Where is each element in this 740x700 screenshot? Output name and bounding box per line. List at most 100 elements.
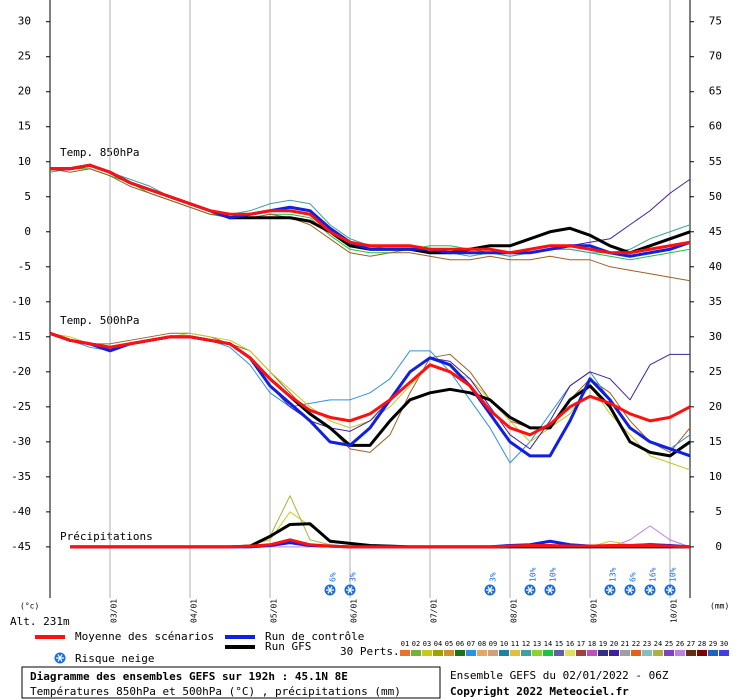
member-label: 19: [599, 640, 607, 648]
snow-risk-label: 16%: [649, 567, 658, 582]
member-swatch: [411, 650, 421, 656]
member-swatch: [488, 650, 498, 656]
x-tick-label: 07/01: [430, 599, 439, 623]
member-label: 12: [522, 640, 530, 648]
legend-label: Run GFS: [265, 640, 311, 653]
snow-risk-label: 10%: [669, 567, 678, 582]
snow-icon-stroke: [527, 586, 533, 594]
x-tick-label: 10/01: [670, 599, 679, 623]
member-label: 23: [643, 640, 651, 648]
y-tick-label: 5: [24, 190, 31, 203]
snow-icon: [604, 584, 616, 596]
member-swatch: [543, 650, 553, 656]
y-axis-label: (°c): [20, 602, 39, 611]
member-swatch: [455, 650, 465, 656]
member-label: 18: [588, 640, 596, 648]
legend-label: Run de contrôle: [265, 630, 364, 643]
y2-tick-label: 45: [709, 225, 722, 238]
y2-tick-label: 5: [715, 505, 722, 518]
member-label: 24: [654, 640, 662, 648]
y-tick-label: 10: [18, 155, 31, 168]
y2-tick-label: 75: [709, 15, 722, 28]
member-swatch: [642, 650, 652, 656]
member-label: 17: [577, 640, 585, 648]
snow-icon-stroke: [57, 654, 63, 662]
member-label: 22: [632, 640, 640, 648]
member-swatch: [686, 650, 696, 656]
member-label: 29: [709, 640, 717, 648]
panel-label: Temp. 850hPa: [60, 146, 139, 159]
x-tick-label: 06/01: [350, 599, 359, 623]
y2-tick-label: 0: [715, 540, 722, 553]
y2-tick-label: 25: [709, 365, 722, 378]
member-label: 30: [720, 640, 728, 648]
snow-risk-label: 10%: [529, 567, 538, 582]
member-swatch: [675, 650, 685, 656]
member-label: 02: [412, 640, 420, 648]
legend-label: Moyenne des scénarios: [75, 630, 214, 643]
y-tick-label: -30: [11, 435, 31, 448]
panel-label: Temp. 500hPa: [60, 314, 139, 327]
member-swatch: [499, 650, 509, 656]
member-swatch: [422, 650, 432, 656]
snow-icon-stroke: [647, 586, 653, 594]
member-label: 28: [698, 640, 706, 648]
footer-title: Diagramme des ensembles GEFS sur 192h : …: [30, 670, 348, 683]
member-swatch: [587, 650, 597, 656]
snow-icon: [54, 652, 66, 664]
footer-copyright: Copyright 2022 Meteociel.fr: [450, 685, 629, 698]
snow-icon-stroke: [547, 586, 553, 594]
member-swatch: [444, 650, 454, 656]
member-label: 04: [434, 640, 442, 648]
member-swatch: [664, 650, 674, 656]
member-line: [49, 332, 691, 453]
y2-tick-label: 20: [709, 400, 722, 413]
member-label: 20: [610, 640, 618, 648]
member-swatch: [631, 650, 641, 656]
y2-tick-label: 60: [709, 120, 722, 133]
snow-icon: [324, 584, 336, 596]
y2-tick-label: 55: [709, 155, 722, 168]
member-swatch: [554, 650, 564, 656]
snow-icon-stroke: [347, 586, 353, 594]
snow-icon: [344, 584, 356, 596]
snow-icon: [624, 584, 636, 596]
y-tick-label: -5: [18, 260, 31, 273]
snow-icon-stroke: [607, 586, 613, 594]
snow-icon-stroke: [327, 586, 333, 594]
y-tick-label: 25: [18, 50, 31, 63]
member-label: 01: [401, 640, 409, 648]
y2-tick-label: 40: [709, 260, 722, 273]
y-tick-label: 20: [18, 85, 31, 98]
snow-icon: [544, 584, 556, 596]
y-tick-label: 30: [18, 15, 31, 28]
x-tick-label: 03/01: [110, 599, 119, 623]
footer-subtitle: Températures 850hPa et 500hPa (°C) , pré…: [30, 685, 401, 698]
member-label: 25: [665, 640, 673, 648]
y-tick-label: -45: [11, 540, 31, 553]
y-tick-label: -35: [11, 470, 31, 483]
snow-risk-label: 3%: [349, 572, 358, 582]
snow-icon: [664, 584, 676, 596]
altitude: Alt. 231m: [10, 615, 70, 628]
member-label: 13: [533, 640, 541, 648]
y-tick-label: 15: [18, 120, 31, 133]
y2-tick-label: 50: [709, 190, 722, 203]
member-label: 26: [676, 640, 684, 648]
member-swatch: [477, 650, 487, 656]
member-label: 10: [500, 640, 508, 648]
panel-label: Précipitations: [60, 530, 153, 543]
snow-risk-label: 10%: [549, 567, 558, 582]
member-swatch: [532, 650, 542, 656]
member-label: 27: [687, 640, 695, 648]
y2-tick-label: 30: [709, 330, 722, 343]
member-swatch: [565, 650, 575, 656]
member-swatch: [708, 650, 718, 656]
member-label: 07: [467, 640, 475, 648]
member-label: 06: [456, 640, 464, 648]
y-tick-label: -10: [11, 295, 31, 308]
y2-tick-label: 10: [709, 470, 722, 483]
main-line: [50, 163, 691, 255]
member-swatch: [400, 650, 410, 656]
x-tick-label: 09/01: [590, 599, 599, 623]
